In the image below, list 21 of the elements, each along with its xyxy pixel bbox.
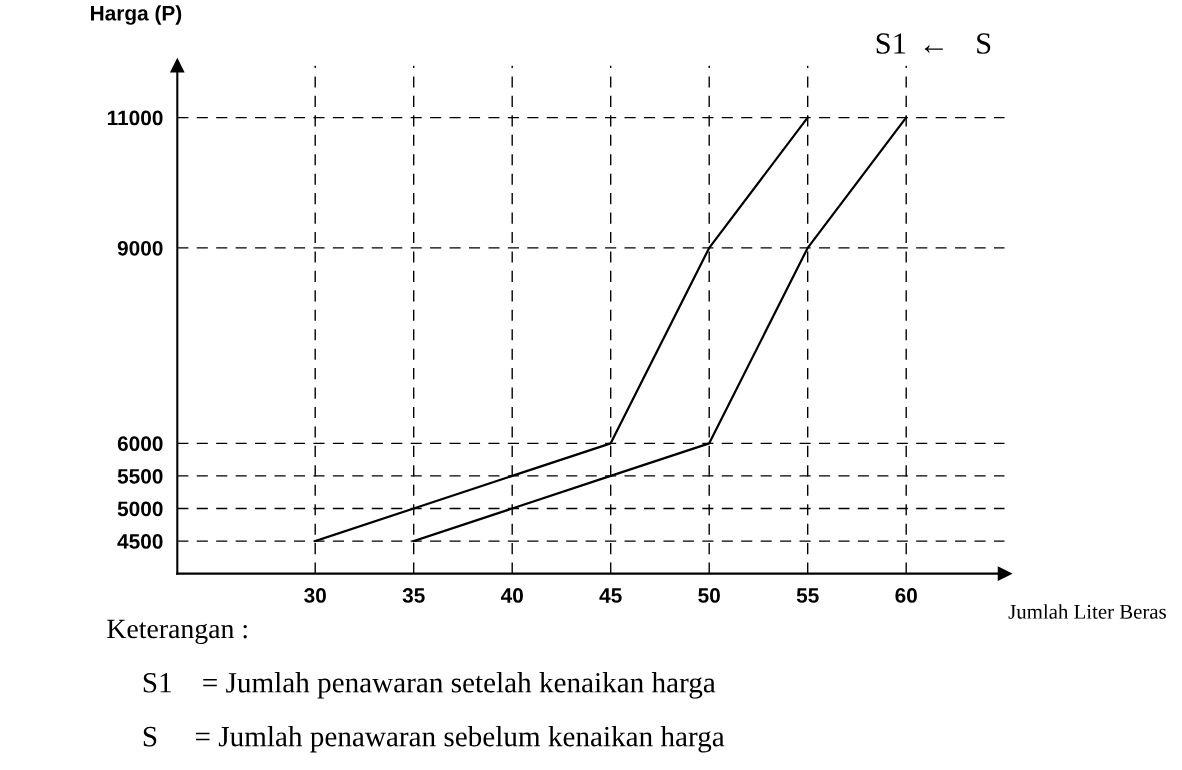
x-tick-label: 40 — [500, 588, 523, 603]
y-tick-label: 11000 — [107, 110, 163, 126]
x-tick-label: 30 — [304, 588, 326, 603]
x-tick-label: 45 — [599, 588, 622, 603]
x-tick-label: 55 — [796, 588, 819, 603]
x-tick-label: 35 — [402, 588, 425, 603]
x-tick-label: 50 — [698, 588, 720, 603]
y-tick-label: 4500 — [117, 534, 163, 549]
y-tick-label: 9000 — [117, 240, 163, 256]
x-tick-label: 60 — [895, 588, 917, 603]
y-tick-label: 6000 — [117, 436, 163, 452]
text: S = Jumlah penawaran sebelum kenaikan harga — [143, 725, 725, 753]
y-tick-label: 5500 — [117, 468, 163, 484]
text: S — [977, 33, 991, 54]
text: Keterangan : — [107, 619, 247, 644]
text: S1 = Jumlah penawaran setelah kenaikan harga — [143, 672, 716, 699]
x-axis-title: Jumlah Liter Beras — [1008, 604, 1166, 619]
y-axis-title: Harga (P) — [91, 5, 182, 25]
text: S1 — [876, 33, 906, 54]
y-tick-label: 5000 — [117, 501, 163, 517]
text: ← — [924, 45, 943, 53]
